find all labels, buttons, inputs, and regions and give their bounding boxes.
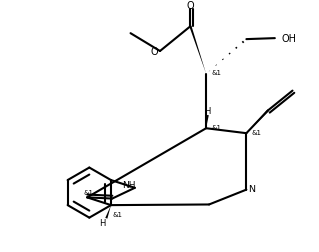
Text: O: O: [151, 47, 158, 57]
Polygon shape: [189, 27, 206, 75]
Text: &1: &1: [251, 129, 261, 135]
Text: O: O: [187, 1, 194, 11]
Polygon shape: [206, 115, 209, 129]
Text: H: H: [204, 106, 211, 115]
Text: &1: &1: [84, 189, 94, 195]
Text: &1: &1: [212, 70, 222, 76]
Text: &1: &1: [113, 211, 122, 217]
Polygon shape: [105, 205, 111, 219]
Text: OH: OH: [282, 34, 297, 44]
Text: &1: &1: [212, 124, 222, 130]
Text: N: N: [249, 184, 256, 193]
Polygon shape: [246, 110, 269, 134]
Text: NH: NH: [122, 180, 136, 189]
Text: H: H: [99, 218, 106, 227]
